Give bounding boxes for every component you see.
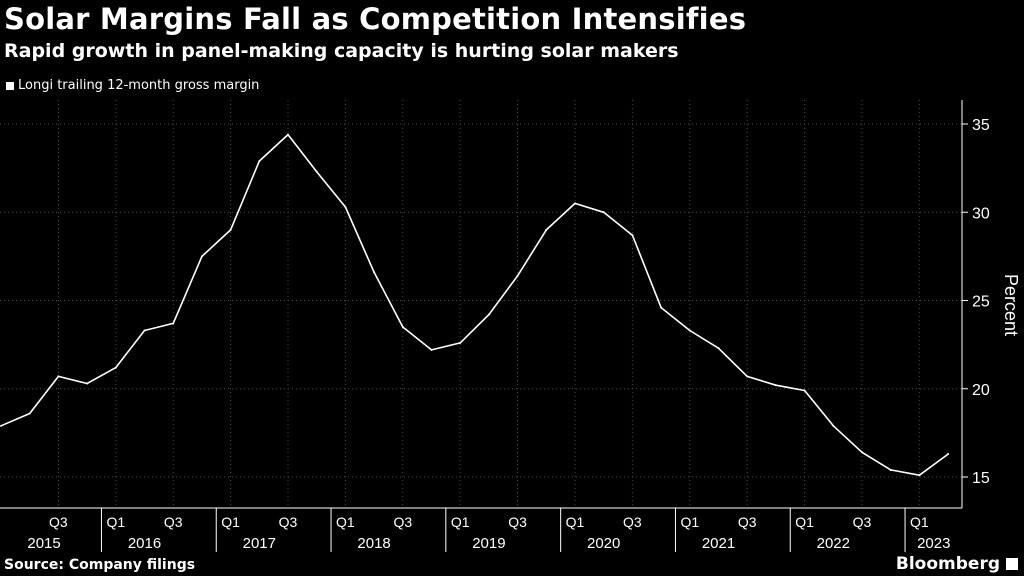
y-tick-label: 35 <box>972 117 990 134</box>
y-axis-label: Percent <box>1001 274 1021 336</box>
x-quarter-label: Q1 <box>221 514 240 530</box>
y-tick-label: 15 <box>972 470 990 487</box>
y-tick-label: 30 <box>972 205 990 222</box>
data-point <box>487 313 490 316</box>
x-quarter-label: Q3 <box>738 514 757 530</box>
series-line-longi-gross-margin <box>0 133 949 477</box>
data-point <box>28 412 31 415</box>
x-quarter-label: Q3 <box>49 514 68 530</box>
x-quarter-label: Q3 <box>393 514 412 530</box>
x-quarter-label: Q3 <box>623 514 642 530</box>
x-year-label: 2023 <box>917 535 950 552</box>
data-point <box>430 348 433 351</box>
x-quarter-label: Q1 <box>106 514 125 530</box>
data-point <box>401 325 404 328</box>
x-quarter-label: Q1 <box>910 514 929 530</box>
data-point <box>287 133 289 136</box>
data-point <box>229 228 232 231</box>
x-quarter-label: Q1 <box>680 514 699 530</box>
data-point <box>459 341 462 344</box>
x-year-label: 2019 <box>472 535 505 552</box>
data-point <box>660 306 663 309</box>
x-year-label: 2020 <box>587 535 620 552</box>
x-year-label: 2022 <box>817 535 850 552</box>
chart-title: Solar Margins Fall as Competition Intens… <box>4 2 747 36</box>
x-quarter-label: Q1 <box>451 514 470 530</box>
brand-mark-icon <box>1006 558 1018 570</box>
y-tick-label: 25 <box>972 294 990 311</box>
x-year-label: 2016 <box>128 535 161 552</box>
data-point <box>861 451 863 454</box>
data-point <box>57 375 60 378</box>
y-tick-label: 20 <box>972 382 990 399</box>
data-point <box>688 329 691 332</box>
data-point <box>0 424 2 427</box>
data-point <box>143 329 146 332</box>
x-quarter-label: Q1 <box>566 514 585 530</box>
data-point <box>947 453 950 456</box>
data-point <box>774 384 777 387</box>
data-point <box>200 255 203 258</box>
data-point <box>114 366 117 369</box>
x-year-label: 2015 <box>27 535 60 552</box>
x-quarter-label: Q1 <box>795 514 814 530</box>
x-quarter-label: Q3 <box>508 514 527 530</box>
data-point <box>344 205 347 208</box>
data-point <box>803 389 806 392</box>
data-point <box>918 474 921 477</box>
data-point <box>574 202 576 205</box>
legend-swatch <box>6 81 14 90</box>
x-quarter-label: Q3 <box>164 514 183 530</box>
brand-logo: Bloomberg <box>896 554 1018 574</box>
data-point <box>832 424 835 427</box>
data-point <box>545 228 548 231</box>
x-year-label: 2018 <box>357 535 390 552</box>
x-year-label: 2021 <box>702 535 735 552</box>
source-note: Source: Company filings <box>4 557 196 573</box>
legend-label: Longi trailing 12-month gross margin <box>18 78 260 93</box>
legend: Longi trailing 12-month gross margin <box>6 78 259 93</box>
x-quarter-label: Q3 <box>853 514 872 530</box>
data-point <box>516 274 519 277</box>
x-year-label: 2017 <box>243 535 276 552</box>
chart-subtitle: Rapid growth in panel-making capacity is… <box>4 40 679 62</box>
data-point <box>746 375 749 378</box>
x-quarter-label: Q3 <box>279 514 298 530</box>
data-point <box>602 211 605 214</box>
data-point <box>86 382 89 385</box>
brand-name: Bloomberg <box>895 554 1000 574</box>
data-point <box>717 347 720 350</box>
x-quarter-label: Q1 <box>336 514 355 530</box>
data-point <box>889 468 892 471</box>
data-point <box>258 160 261 163</box>
data-point <box>373 271 376 274</box>
data-point <box>631 234 634 237</box>
data-point <box>315 170 318 173</box>
data-point <box>172 322 175 325</box>
